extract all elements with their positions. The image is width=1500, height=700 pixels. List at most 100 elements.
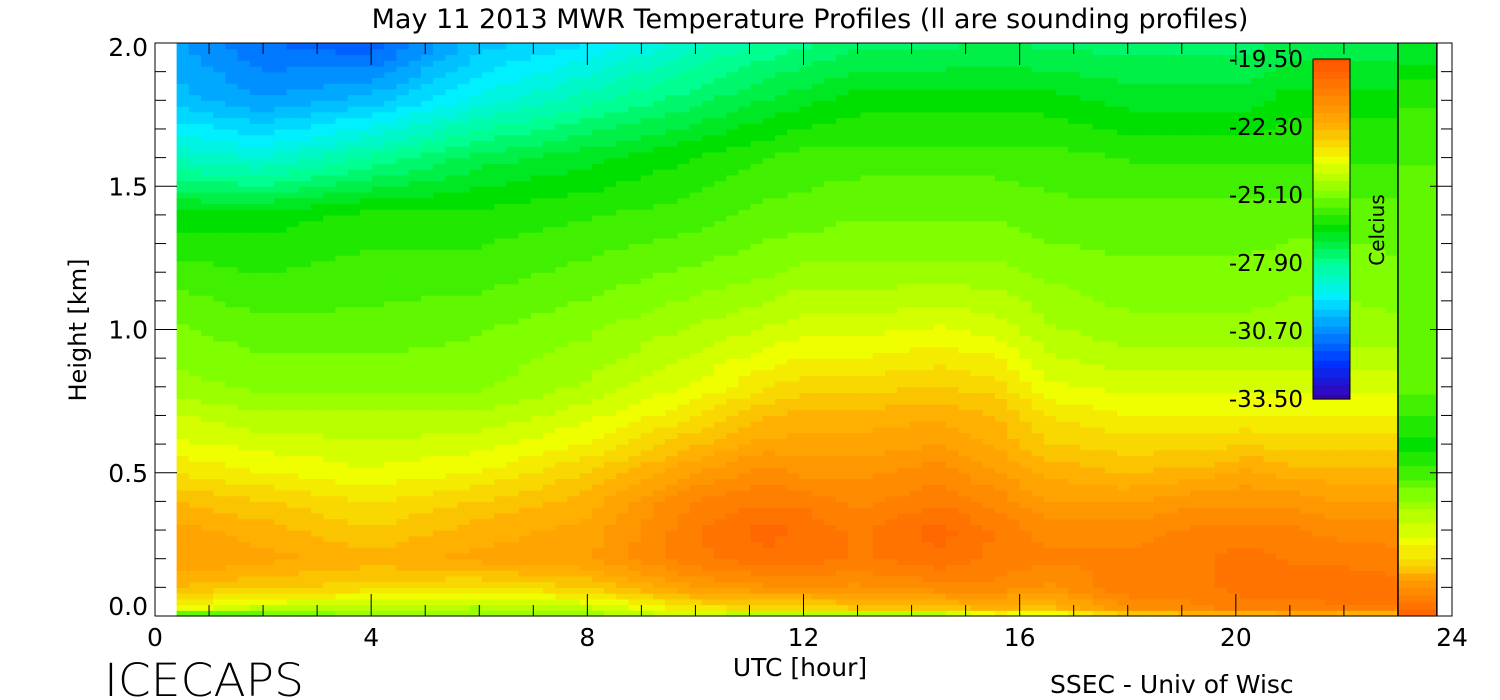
heatmap-cell [799, 467, 813, 474]
heatmap-cell [249, 386, 263, 394]
heatmap-cell [1202, 386, 1216, 394]
heatmap-cell [335, 375, 349, 382]
heatmap-cell [1129, 547, 1143, 554]
heatmap-cell [457, 381, 471, 388]
heatmap-cell [921, 501, 935, 508]
heatmap-cell [530, 415, 544, 422]
heatmap-cell [201, 547, 214, 554]
heatmap-cell [1019, 386, 1033, 394]
heatmap-cell [652, 604, 666, 611]
heatmap-cell [237, 558, 251, 566]
heatmap-cell [335, 610, 349, 617]
heatmap-cell [579, 340, 593, 348]
heatmap-cell [1068, 507, 1082, 514]
heatmap-cell [750, 461, 764, 468]
heatmap-cell [384, 541, 398, 548]
heatmap-cell [1141, 535, 1155, 543]
heatmap-cell [994, 415, 1008, 422]
heatmap-cell [982, 570, 996, 577]
heatmap-cell [921, 381, 935, 388]
heatmap-cell [1239, 340, 1252, 348]
heatmap-cell [567, 587, 581, 594]
heatmap-cell [1165, 369, 1179, 376]
heatmap-cell [408, 478, 422, 485]
heatmap-cell [909, 340, 923, 348]
heatmap-cell [604, 381, 617, 388]
heatmap-cell [543, 535, 556, 543]
heatmap-cell [335, 604, 349, 611]
heatmap-cell [1019, 403, 1033, 411]
heatmap-cell [616, 495, 630, 502]
heatmap-cell [1117, 421, 1130, 428]
heatmap-cell [457, 421, 471, 428]
heatmap-cell [701, 604, 715, 611]
heatmap-cell [188, 598, 202, 606]
heatmap-cell [1178, 530, 1191, 537]
heatmap-cell [689, 489, 703, 497]
heatmap-cell [372, 593, 385, 600]
heatmap-cell [433, 403, 446, 411]
heatmap-cell [689, 386, 703, 394]
heatmap-cell [1007, 552, 1020, 560]
heatmap-cell [836, 524, 849, 531]
heatmap-cell [335, 432, 349, 439]
heatmap-cell [848, 386, 862, 394]
heatmap-cell [1361, 432, 1375, 439]
heatmap-cell [1068, 369, 1082, 376]
heatmap-cell [298, 358, 312, 365]
heatmap-cell [543, 415, 556, 422]
heatmap-cell [1373, 346, 1387, 354]
heatmap-cell [1153, 392, 1167, 399]
heatmap-cell [652, 421, 666, 428]
heatmap-cell [1178, 501, 1191, 508]
heatmap-cell [1361, 547, 1375, 554]
heatmap-cell [994, 518, 1008, 525]
heatmap-cell [494, 524, 507, 531]
heatmap-cell [506, 472, 520, 480]
heatmap-cell [1007, 575, 1020, 583]
heatmap-cell [372, 386, 385, 394]
heatmap-cell [1288, 575, 1301, 583]
heatmap-cell [1031, 421, 1045, 428]
heatmap-cell [567, 530, 581, 537]
heatmap-cell [933, 512, 947, 520]
heatmap-cell [1239, 432, 1252, 439]
heatmap-cell [946, 363, 959, 371]
heatmap-cell [1178, 575, 1191, 583]
heatmap-cell [799, 432, 813, 439]
heatmap-cell [604, 403, 617, 411]
heatmap-cell [555, 518, 569, 525]
heatmap-cell [933, 564, 947, 571]
heatmap-cell [1349, 489, 1362, 497]
heatmap-cell [1349, 403, 1362, 411]
heatmap-cell [1165, 575, 1179, 583]
heatmap-cell [1324, 444, 1338, 451]
heatmap-cell [701, 610, 715, 617]
heatmap-cell [286, 467, 300, 474]
heatmap-cell [652, 340, 666, 348]
heatmap-cell [616, 587, 630, 594]
heatmap-cell [652, 455, 666, 462]
heatmap-cell [750, 415, 764, 422]
heatmap-cell [1055, 444, 1069, 451]
heatmap-cell [1165, 558, 1179, 566]
heatmap-cell [714, 489, 727, 497]
heatmap-cell [848, 461, 862, 468]
heatmap-cell [384, 346, 398, 354]
heatmap-cell [799, 363, 813, 371]
heatmap-cell [921, 375, 935, 382]
heatmap-cell [909, 535, 923, 543]
heatmap-cell [677, 541, 691, 548]
heatmap-cell [481, 426, 495, 434]
heatmap-cell [1031, 530, 1045, 537]
heatmap-cell [982, 495, 996, 502]
heatmap-cell [1019, 467, 1033, 474]
heatmap-cell [665, 478, 678, 485]
heatmap-cell [628, 409, 642, 417]
heatmap-cell [1165, 461, 1179, 468]
heatmap-cell [359, 415, 373, 422]
heatmap-cell [1141, 421, 1155, 428]
heatmap-cell [237, 593, 251, 600]
heatmap-cell [298, 381, 312, 388]
heatmap-cell [897, 403, 911, 411]
